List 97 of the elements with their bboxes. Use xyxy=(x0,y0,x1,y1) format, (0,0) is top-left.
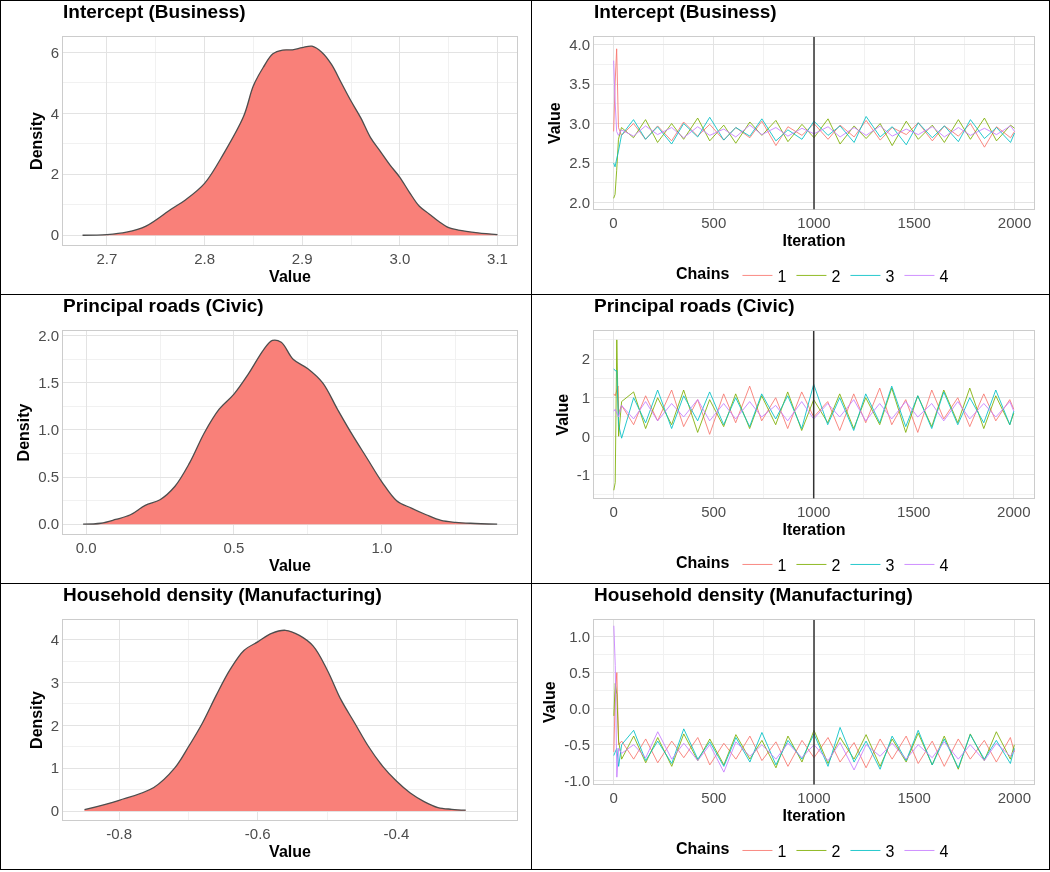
legend-label: 3 xyxy=(885,556,895,574)
y-tick-label: -1.0 xyxy=(564,772,590,790)
x-axis-title: Iteration xyxy=(782,232,846,250)
x-tick-label: 500 xyxy=(701,214,727,232)
legend-title: Chains xyxy=(676,840,730,858)
x-tick-label: 0 xyxy=(609,214,618,232)
x-tick-label: 2.8 xyxy=(194,250,215,267)
x-tick-label: 2.7 xyxy=(96,250,118,267)
y-tick-label: 1.5 xyxy=(38,374,59,392)
x-axis-title: Iteration xyxy=(782,807,846,825)
y-tick-label: 4.0 xyxy=(569,36,590,54)
x-tick-label: 500 xyxy=(701,503,727,521)
x-tick-label: 1500 xyxy=(897,789,931,807)
x-tick-label: 2.9 xyxy=(291,250,313,267)
legend-title: Chains xyxy=(676,265,730,283)
legend-label: 1 xyxy=(777,267,787,285)
x-axis-title: Value xyxy=(269,842,311,860)
y-tick-label: 4 xyxy=(50,104,59,122)
x-axis-title: Value xyxy=(269,556,311,574)
y-tick-label: 0.0 xyxy=(38,515,59,533)
y-axis-title: Density xyxy=(27,691,45,749)
line-series xyxy=(613,115,1016,168)
legend-label: 1 xyxy=(777,556,787,574)
line-series xyxy=(613,368,1015,439)
y-tick-label: 2.5 xyxy=(569,154,590,172)
line-series xyxy=(613,726,1015,770)
x-tick-label: 2000 xyxy=(997,789,1032,807)
chart-title: Household density (Manufacturing) xyxy=(63,584,382,606)
y-axis-title: Density xyxy=(15,403,33,462)
line-series xyxy=(613,385,1015,435)
legend-label: 4 xyxy=(939,556,949,574)
x-tick-label: -0.8 xyxy=(106,825,133,842)
y-tick-label: 1.0 xyxy=(569,627,590,645)
y-tick-label: 1 xyxy=(581,388,590,406)
x-tick-label: 1000 xyxy=(797,503,831,521)
x-tick-label: 0 xyxy=(609,503,618,521)
line-series xyxy=(613,48,1016,148)
y-tick-label: -0.5 xyxy=(564,735,590,753)
x-tick-label: 3.0 xyxy=(389,250,411,267)
y-tick-label: 1.0 xyxy=(38,421,59,439)
x-axis-title: Iteration xyxy=(782,521,846,539)
legend-label: 3 xyxy=(885,267,895,285)
legend-title: Chains xyxy=(676,554,730,572)
chart-title: Intercept (Business) xyxy=(594,1,777,23)
x-tick-label: 1500 xyxy=(897,214,931,232)
chart-title: Intercept (Business) xyxy=(63,1,246,23)
y-tick-label: 0.0 xyxy=(569,699,590,717)
y-tick-label: 4 xyxy=(50,630,59,648)
y-axis-title: Value xyxy=(553,393,571,436)
line-series xyxy=(613,339,1015,491)
x-tick-label: -0.4 xyxy=(383,825,410,842)
y-tick-label: 0 xyxy=(581,427,590,445)
y-tick-label: 6 xyxy=(50,43,59,61)
legend-label: 2 xyxy=(831,267,841,285)
chart-title: Household density (Manufacturing) xyxy=(594,584,913,606)
y-axis-title: Density xyxy=(27,112,45,170)
chart-title: Principal roads (Civic) xyxy=(63,295,264,317)
y-tick-label: 2 xyxy=(50,716,59,734)
y-tick-label: 0.5 xyxy=(38,468,59,486)
x-tick-label: 1.0 xyxy=(371,539,393,556)
legend-label: 1 xyxy=(777,842,787,860)
x-axis-title: Value xyxy=(269,267,311,285)
legend-label: 4 xyxy=(939,267,949,285)
y-tick-label: 2.0 xyxy=(38,326,59,344)
legend-label: 2 xyxy=(831,556,841,574)
chart-title: Principal roads (Civic) xyxy=(594,295,795,317)
x-tick-label: 1000 xyxy=(797,214,831,232)
x-tick-label: 500 xyxy=(701,789,727,807)
line-series xyxy=(613,60,1016,139)
x-tick-label: 0.5 xyxy=(223,539,245,556)
legend-label: 3 xyxy=(885,842,895,860)
y-tick-label: -1 xyxy=(576,466,590,484)
x-tick-label: 3.1 xyxy=(487,250,508,267)
y-tick-label: 3.0 xyxy=(569,114,590,132)
x-tick-label: 2000 xyxy=(997,214,1032,232)
y-tick-label: 0.5 xyxy=(569,663,590,681)
y-tick-label: 3.5 xyxy=(569,75,590,93)
y-tick-label: 0 xyxy=(50,226,59,244)
x-tick-label: 1500 xyxy=(897,503,931,521)
legend-label: 4 xyxy=(939,842,949,860)
legend-label: 2 xyxy=(831,842,841,860)
y-tick-label: 3 xyxy=(50,673,59,691)
y-axis-title: Value xyxy=(546,102,564,145)
y-tick-label: 2.0 xyxy=(569,193,590,211)
y-axis-title: Value xyxy=(541,681,559,724)
y-tick-label: 2 xyxy=(50,165,59,183)
x-tick-label: 0 xyxy=(609,789,618,807)
y-tick-label: 0 xyxy=(50,802,59,820)
y-tick-label: 1 xyxy=(50,759,59,777)
x-tick-label: 2000 xyxy=(997,503,1031,521)
x-tick-label: -0.6 xyxy=(244,825,271,842)
x-tick-label: 1000 xyxy=(797,789,831,807)
line-series xyxy=(613,399,1015,422)
line-series xyxy=(613,117,1016,199)
line-series xyxy=(613,625,1015,778)
y-tick-label: 2 xyxy=(581,350,590,368)
x-tick-label: 0.0 xyxy=(75,539,97,556)
